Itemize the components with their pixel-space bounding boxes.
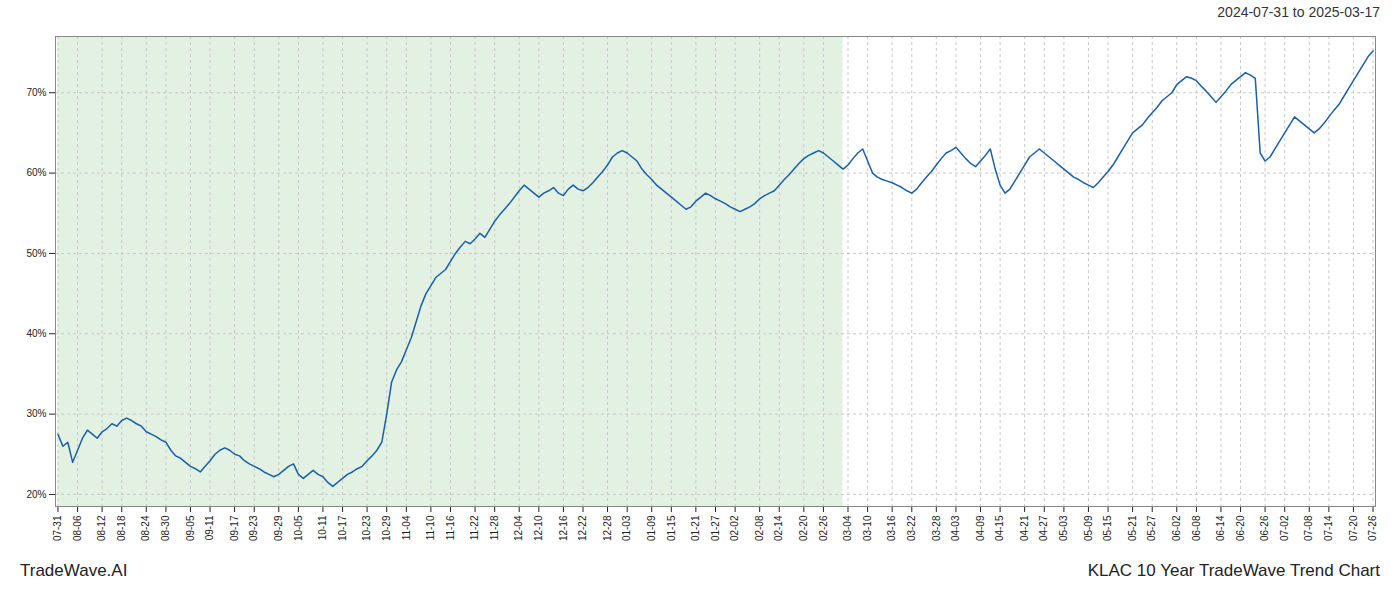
svg-text:70%: 70%: [26, 87, 46, 98]
svg-text:10-23: 10-23: [361, 515, 372, 541]
svg-text:40%: 40%: [26, 328, 46, 339]
svg-text:02-02: 02-02: [729, 515, 740, 541]
svg-text:02-14: 02-14: [773, 515, 784, 541]
svg-text:12-10: 12-10: [533, 515, 544, 541]
svg-text:05-15: 05-15: [1102, 515, 1113, 541]
svg-text:10-17: 10-17: [337, 515, 348, 541]
svg-text:11-22: 11-22: [469, 515, 480, 540]
svg-text:05-27: 05-27: [1146, 515, 1157, 541]
svg-text:50%: 50%: [26, 248, 46, 259]
svg-text:08-30: 08-30: [160, 515, 171, 541]
svg-text:01-21: 01-21: [690, 515, 701, 541]
svg-text:12-22: 12-22: [577, 515, 588, 541]
svg-text:05-03: 05-03: [1058, 515, 1069, 541]
svg-text:11-16: 11-16: [445, 515, 456, 540]
svg-text:12-04: 12-04: [513, 515, 524, 541]
svg-text:03-22: 03-22: [906, 515, 917, 541]
svg-text:07-02: 07-02: [1279, 515, 1290, 541]
svg-text:06-14: 06-14: [1215, 515, 1226, 541]
svg-text:04-15: 04-15: [994, 515, 1005, 541]
svg-text:07-26: 07-26: [1367, 515, 1378, 541]
svg-text:12-28: 12-28: [602, 515, 613, 541]
svg-text:07-08: 07-08: [1303, 515, 1314, 541]
svg-text:03-16: 03-16: [886, 515, 897, 541]
svg-text:03-04: 03-04: [842, 515, 853, 541]
svg-text:09-23: 09-23: [248, 515, 259, 541]
svg-text:12-16: 12-16: [558, 515, 569, 541]
svg-text:09-05: 09-05: [185, 515, 196, 541]
svg-text:60%: 60%: [26, 167, 46, 178]
svg-text:01-15: 01-15: [666, 515, 677, 541]
svg-text:02-08: 02-08: [754, 515, 765, 541]
svg-text:03-28: 03-28: [931, 515, 942, 541]
svg-text:07-20: 07-20: [1348, 515, 1359, 541]
svg-text:04-03: 04-03: [950, 515, 961, 541]
svg-text:01-03: 01-03: [621, 515, 632, 541]
svg-text:06-02: 06-02: [1171, 515, 1182, 541]
svg-text:04-21: 04-21: [1019, 515, 1030, 541]
svg-text:04-27: 04-27: [1038, 515, 1049, 541]
svg-text:02-20: 02-20: [798, 515, 809, 541]
svg-text:08-24: 08-24: [140, 515, 151, 541]
svg-text:03-10: 03-10: [862, 515, 873, 541]
svg-text:10-11: 10-11: [317, 515, 328, 540]
svg-text:11-10: 11-10: [425, 515, 436, 540]
svg-text:08-18: 08-18: [116, 515, 127, 541]
html-text:KLAC 10 Year TradeWave Trend C: KLAC 10 Year TradeWave Trend Chart: [1087, 561, 1380, 580]
svg-text:09-11: 09-11: [204, 515, 215, 540]
svg-text:01-09: 01-09: [646, 515, 657, 541]
svg-text:01-27: 01-27: [710, 515, 721, 541]
svg-text:10-29: 10-29: [381, 515, 392, 541]
svg-text:04-09: 04-09: [975, 515, 986, 541]
svg-text:08-06: 08-06: [72, 515, 83, 541]
svg-text:05-21: 05-21: [1127, 515, 1138, 541]
svg-text:07-31: 07-31: [52, 515, 63, 541]
svg-text:06-08: 06-08: [1191, 515, 1202, 541]
svg-text:06-20: 06-20: [1235, 515, 1246, 541]
svg-text:05-09: 05-09: [1083, 515, 1094, 541]
html-text:TradeWave.AI: TradeWave.AI: [20, 561, 128, 580]
svg-text:11-28: 11-28: [489, 515, 500, 540]
svg-text:06-26: 06-26: [1259, 515, 1270, 541]
svg-text:08-12: 08-12: [96, 515, 107, 541]
svg-text:02-26: 02-26: [818, 515, 829, 541]
svg-text:11-04: 11-04: [401, 515, 412, 540]
svg-text:10-05: 10-05: [293, 515, 304, 541]
svg-text:09-17: 09-17: [229, 515, 240, 541]
html-text:2024-07-31 to 2025-03-17: 2024-07-31 to 2025-03-17: [1217, 4, 1380, 20]
svg-text:07-14: 07-14: [1323, 515, 1334, 541]
svg-text:09-29: 09-29: [273, 515, 284, 541]
svg-text:30%: 30%: [26, 408, 46, 419]
svg-text:20%: 20%: [26, 489, 46, 500]
